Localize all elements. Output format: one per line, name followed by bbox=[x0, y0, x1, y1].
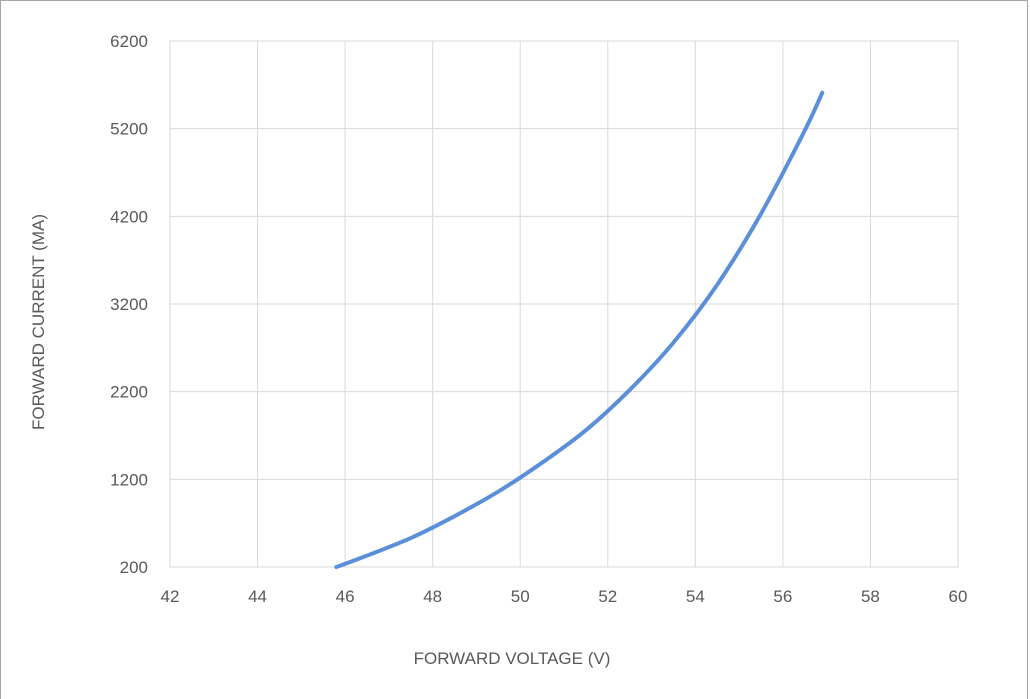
x-tick-label: 56 bbox=[773, 587, 792, 606]
gridlines bbox=[169, 40, 959, 568]
x-tick-label: 46 bbox=[336, 587, 355, 606]
x-axis-ticks: 42 44 46 48 50 52 54 56 58 60 bbox=[161, 587, 968, 606]
x-tick-label: 50 bbox=[511, 587, 530, 606]
x-tick-label: 44 bbox=[248, 587, 267, 606]
x-tick-label: 60 bbox=[949, 587, 968, 606]
x-axis-title: FORWARD VOLTAGE (V) bbox=[414, 649, 611, 668]
y-tick-label: 6200 bbox=[110, 32, 148, 51]
y-tick-label: 5200 bbox=[110, 120, 148, 139]
x-tick-label: 54 bbox=[686, 587, 705, 606]
y-tick-label: 2200 bbox=[110, 383, 148, 402]
y-tick-label: 1200 bbox=[110, 470, 148, 489]
y-tick-label: 200 bbox=[120, 558, 148, 577]
x-tick-label: 52 bbox=[598, 587, 617, 606]
forward-current-curve bbox=[334, 90, 825, 569]
y-tick-label: 4200 bbox=[110, 207, 148, 226]
y-axis-title: FORWARD CURRENT (MA) bbox=[29, 214, 48, 430]
y-axis-ticks: 200 1200 2200 3200 4200 5200 6200 bbox=[110, 32, 148, 577]
x-tick-label: 42 bbox=[161, 587, 180, 606]
y-tick-label: 3200 bbox=[110, 295, 148, 314]
plot-area bbox=[334, 90, 825, 569]
x-tick-label: 58 bbox=[861, 587, 880, 606]
x-tick-label: 48 bbox=[423, 587, 442, 606]
